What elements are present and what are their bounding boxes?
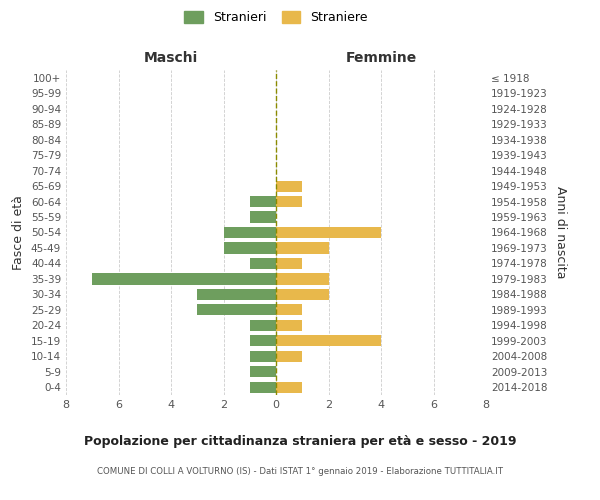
Legend: Stranieri, Straniere: Stranieri, Straniere bbox=[179, 6, 373, 29]
Y-axis label: Fasce di età: Fasce di età bbox=[13, 195, 25, 270]
Bar bbox=[276, 350, 302, 362]
Bar bbox=[276, 336, 381, 346]
Text: Popolazione per cittadinanza straniera per età e sesso - 2019: Popolazione per cittadinanza straniera p… bbox=[84, 435, 516, 448]
Bar bbox=[276, 258, 302, 269]
Bar bbox=[92, 274, 276, 284]
Text: Maschi: Maschi bbox=[144, 52, 198, 66]
Bar bbox=[197, 289, 276, 300]
Text: COMUNE DI COLLI A VOLTURNO (IS) - Dati ISTAT 1° gennaio 2019 - Elaborazione TUTT: COMUNE DI COLLI A VOLTURNO (IS) - Dati I… bbox=[97, 468, 503, 476]
Bar bbox=[276, 227, 381, 238]
Bar bbox=[250, 382, 276, 393]
Y-axis label: Anni di nascita: Anni di nascita bbox=[554, 186, 567, 279]
Bar bbox=[276, 196, 302, 207]
Bar bbox=[276, 242, 329, 254]
Bar bbox=[250, 366, 276, 378]
Bar bbox=[276, 382, 302, 393]
Text: Femmine: Femmine bbox=[346, 52, 416, 66]
Bar bbox=[250, 212, 276, 222]
Bar bbox=[223, 242, 276, 254]
Bar bbox=[276, 289, 329, 300]
Bar bbox=[197, 304, 276, 316]
Bar bbox=[250, 196, 276, 207]
Bar bbox=[223, 227, 276, 238]
Bar bbox=[250, 336, 276, 346]
Bar bbox=[276, 320, 302, 331]
Bar bbox=[276, 304, 302, 316]
Bar bbox=[250, 320, 276, 331]
Bar bbox=[276, 180, 302, 192]
Bar bbox=[276, 274, 329, 284]
Bar bbox=[250, 258, 276, 269]
Bar bbox=[250, 350, 276, 362]
